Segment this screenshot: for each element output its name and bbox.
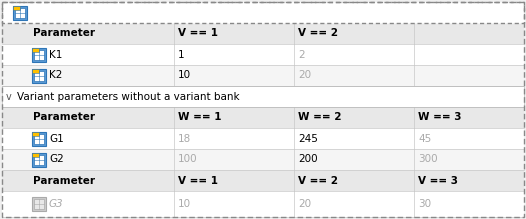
- Text: W == 2: W == 2: [298, 113, 341, 122]
- Text: G3: G3: [49, 199, 64, 209]
- Text: 200: 200: [298, 154, 318, 164]
- Text: K1: K1: [49, 49, 63, 60]
- Bar: [2, 86, 524, 107]
- Text: 245: 245: [298, 134, 318, 143]
- Bar: [34, 154, 44, 164]
- Bar: [32, 69, 39, 73]
- Text: G1: G1: [49, 134, 64, 143]
- Bar: [2, 23, 524, 44]
- Text: V == 2: V == 2: [298, 175, 338, 185]
- Bar: [2, 107, 524, 128]
- Text: 30: 30: [418, 199, 431, 209]
- Bar: [32, 131, 46, 145]
- Text: V == 3: V == 3: [418, 175, 458, 185]
- Bar: [13, 5, 20, 10]
- Text: 18: 18: [178, 134, 191, 143]
- Text: G2: G2: [49, 154, 64, 164]
- Bar: [2, 128, 524, 149]
- Text: 2: 2: [298, 49, 305, 60]
- Bar: [32, 69, 46, 83]
- Text: v: v: [6, 7, 12, 18]
- Text: 20: 20: [298, 199, 311, 209]
- Bar: [2, 65, 524, 86]
- Text: 10: 10: [178, 199, 191, 209]
- Text: v: v: [6, 92, 12, 101]
- Bar: [2, 44, 524, 65]
- Bar: [32, 131, 39, 136]
- Bar: [32, 197, 46, 211]
- Bar: [34, 71, 44, 81]
- Bar: [34, 49, 44, 60]
- Text: K2: K2: [49, 71, 63, 81]
- Text: V == 2: V == 2: [298, 28, 338, 39]
- Text: Parameter: Parameter: [33, 113, 95, 122]
- Text: Variant parameters without a variant bank: Variant parameters without a variant ban…: [17, 92, 240, 101]
- Text: V == 1: V == 1: [178, 175, 218, 185]
- Bar: [2, 2, 524, 23]
- Bar: [34, 199, 44, 209]
- Bar: [2, 86, 524, 107]
- Bar: [2, 170, 524, 191]
- Bar: [2, 191, 524, 217]
- Text: Parameter: Parameter: [33, 28, 95, 39]
- Text: 45: 45: [418, 134, 431, 143]
- Text: 100: 100: [178, 154, 198, 164]
- Text: 300: 300: [418, 154, 438, 164]
- Bar: [15, 7, 25, 18]
- Text: ParamGrp: ParamGrp: [31, 7, 87, 18]
- Bar: [13, 5, 27, 19]
- Text: 20: 20: [298, 71, 311, 81]
- Text: Parameter: Parameter: [33, 175, 95, 185]
- Bar: [32, 152, 46, 166]
- Text: W == 1: W == 1: [178, 113, 221, 122]
- Bar: [2, 149, 524, 170]
- Text: W == 3: W == 3: [418, 113, 461, 122]
- Bar: [32, 48, 39, 52]
- Bar: [34, 134, 44, 143]
- Bar: [32, 152, 39, 157]
- Text: 10: 10: [178, 71, 191, 81]
- Text: 1: 1: [178, 49, 185, 60]
- Text: V == 1: V == 1: [178, 28, 218, 39]
- Bar: [32, 48, 46, 62]
